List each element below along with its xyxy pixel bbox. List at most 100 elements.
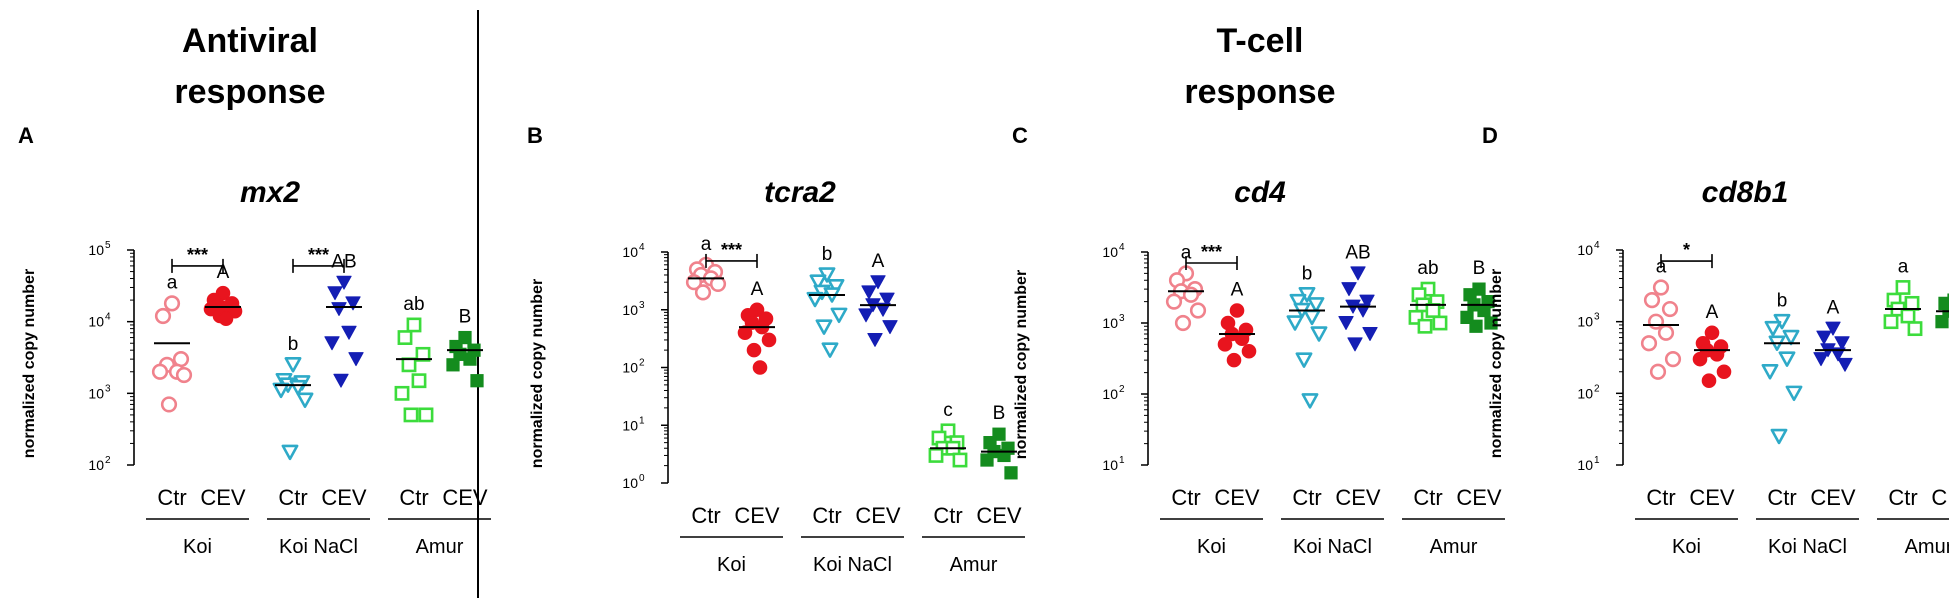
x-category-label: CEV [442, 485, 488, 510]
data-point [709, 275, 727, 293]
series-koi-nacl-cev: A [1813, 298, 1853, 372]
data-point [1907, 321, 1923, 337]
y-tick-exponent: 2 [639, 358, 645, 369]
group-title-tcell: T-cell response [1184, 22, 1335, 111]
panel-title: tcra2 [764, 176, 836, 209]
data-point [1362, 327, 1378, 341]
data-point [1217, 337, 1233, 352]
x-category-label: CEV [1689, 485, 1735, 510]
x-category-label: CEV [200, 485, 246, 510]
series-amur-ctr: ab [394, 294, 434, 423]
data-point [411, 373, 427, 389]
group-title-line: response [174, 73, 325, 111]
data-point [1935, 315, 1949, 329]
series-koi-cev: A [1692, 302, 1732, 389]
x-group-label: Amur [950, 554, 998, 576]
data-point [870, 275, 886, 290]
significance-letter: A [1231, 279, 1244, 300]
group-title-line: response [1184, 73, 1335, 111]
data-point [1782, 329, 1800, 346]
x-category-label: CEV [1456, 485, 1502, 510]
significance-letter: A [872, 251, 885, 272]
y-tick-exponent: 1 [1594, 455, 1600, 466]
data-point [1301, 393, 1319, 409]
y-tick-label: 10 [622, 302, 638, 318]
x-category-label: Ctr [157, 485, 186, 510]
data-point [1347, 337, 1363, 352]
data-point [1286, 315, 1304, 331]
data-point [1649, 363, 1667, 380]
x-category-label: Ctr [1888, 485, 1917, 510]
data-point [336, 275, 352, 290]
data-point [737, 325, 753, 341]
panel-title: cd8b1 [1702, 176, 1789, 209]
x-group-label: Koi NaCl [1768, 536, 1847, 558]
data-point [1165, 293, 1183, 310]
data-point [830, 307, 848, 324]
data-point [281, 444, 299, 461]
data-point [406, 317, 422, 333]
group-title-line: T-cell [1217, 22, 1304, 60]
group-title-antiviral: Antiviral response [174, 22, 325, 111]
data-point [952, 452, 968, 468]
data-point [694, 284, 712, 301]
data-point [1883, 314, 1899, 330]
x-group-label: Amur [1905, 536, 1949, 558]
data-point [470, 374, 484, 388]
x-category-label: Ctr [1767, 485, 1796, 510]
y-tick-label: 10 [88, 242, 104, 258]
y-tick-exponent: 2 [1119, 384, 1125, 395]
significance-letter: AB [1345, 242, 1370, 263]
data-point [1770, 428, 1788, 445]
x-category-label: Ctr [1171, 485, 1200, 510]
data-point [1704, 325, 1720, 341]
data-point [1825, 321, 1841, 336]
data-point [415, 346, 431, 362]
significance-bracket: * [1660, 240, 1713, 269]
significance-stars: *** [721, 240, 742, 260]
series-amur-ctr: a [1883, 256, 1923, 337]
y-axis-label: normalized copy number [529, 279, 546, 468]
y-tick-label: 10 [622, 244, 638, 260]
y-tick-exponent: 1 [1119, 455, 1125, 466]
data-point [1004, 466, 1018, 480]
x-category-label: CEV [1810, 485, 1856, 510]
series-amur-cev: B [446, 307, 484, 388]
data-point [272, 382, 290, 399]
data-point [1359, 294, 1375, 309]
data-point [809, 274, 827, 290]
y-tick-label: 10 [1102, 244, 1118, 260]
significance-stars: *** [187, 245, 208, 265]
x-group-label: Koi NaCl [813, 554, 892, 576]
data-point [1640, 335, 1658, 352]
series-koi-ctr: a [1165, 242, 1207, 332]
series-koi-nacl-ctr: b [1761, 291, 1803, 445]
x-category-label: CEV [321, 485, 367, 510]
y-axis-label: normalized copy number [21, 269, 38, 458]
data-point [1229, 303, 1245, 318]
y-tick-label: 10 [1577, 242, 1593, 258]
panel-title: cd4 [1234, 176, 1286, 209]
y-tick-exponent: 3 [1119, 313, 1125, 324]
data-point [296, 392, 314, 409]
data-point [1895, 280, 1911, 295]
data-point [1716, 364, 1732, 380]
data-point [397, 330, 413, 345]
data-point [401, 357, 417, 373]
significance-letter: a [1181, 242, 1192, 263]
x-category-label: Ctr [1413, 485, 1442, 510]
x-category-label: Ctr [399, 485, 428, 510]
data-point [980, 453, 994, 467]
x-category-label: Ctr [812, 503, 841, 528]
x-group-label: Koi NaCl [1293, 536, 1372, 558]
data-point [761, 332, 777, 348]
y-tick-exponent: 1 [639, 415, 645, 426]
x-group-label: Koi [717, 554, 746, 576]
significance-letter: b [1302, 264, 1313, 285]
significance-letter: a [701, 234, 712, 255]
significance-letter: b [1777, 291, 1788, 312]
y-tick-exponent: 4 [105, 312, 111, 323]
